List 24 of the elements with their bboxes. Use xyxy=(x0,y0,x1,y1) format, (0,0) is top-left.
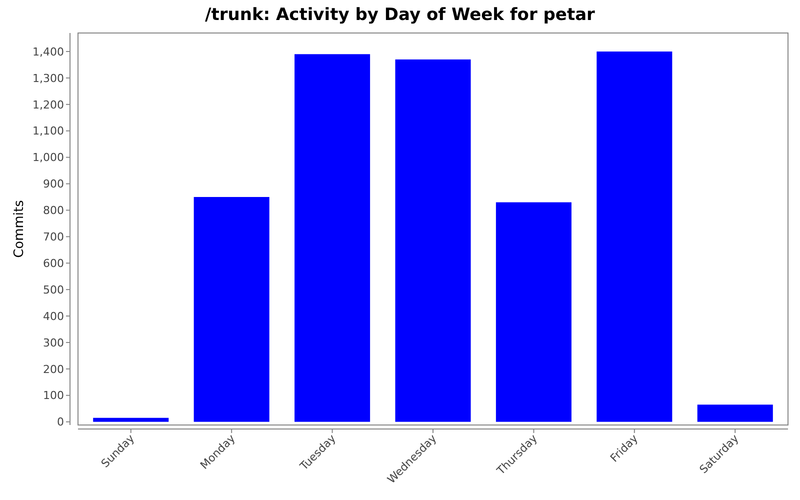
y-tick-label: 700 xyxy=(43,230,64,244)
y-tick-label: 100 xyxy=(43,389,64,402)
bar xyxy=(395,59,471,422)
chart-title: /trunk: Activity by Day of Week for petar xyxy=(205,5,596,25)
y-tick-label: 800 xyxy=(43,204,64,218)
y-axis-title: Commits xyxy=(12,200,27,258)
bar xyxy=(294,54,370,422)
y-tick-label: 1,000 xyxy=(32,151,64,164)
y-tick-label: 400 xyxy=(43,310,64,323)
bar xyxy=(194,196,270,422)
y-tick-label: 1,100 xyxy=(32,124,64,138)
y-tick-label: 1,200 xyxy=(32,98,64,112)
bar xyxy=(93,418,169,422)
y-tick-label: 200 xyxy=(43,362,64,376)
y-tick-label: 1,400 xyxy=(32,45,64,58)
bar xyxy=(697,404,773,422)
y-tick-label: 500 xyxy=(43,283,64,296)
y-tick-label: 1,300 xyxy=(32,72,64,85)
bar xyxy=(496,202,572,422)
y-tick-label: 600 xyxy=(43,256,64,270)
bar xyxy=(596,52,672,422)
y-tick-label: 300 xyxy=(43,336,64,350)
y-tick-label: 900 xyxy=(43,178,64,191)
y-tick-label: 0 xyxy=(57,416,64,429)
